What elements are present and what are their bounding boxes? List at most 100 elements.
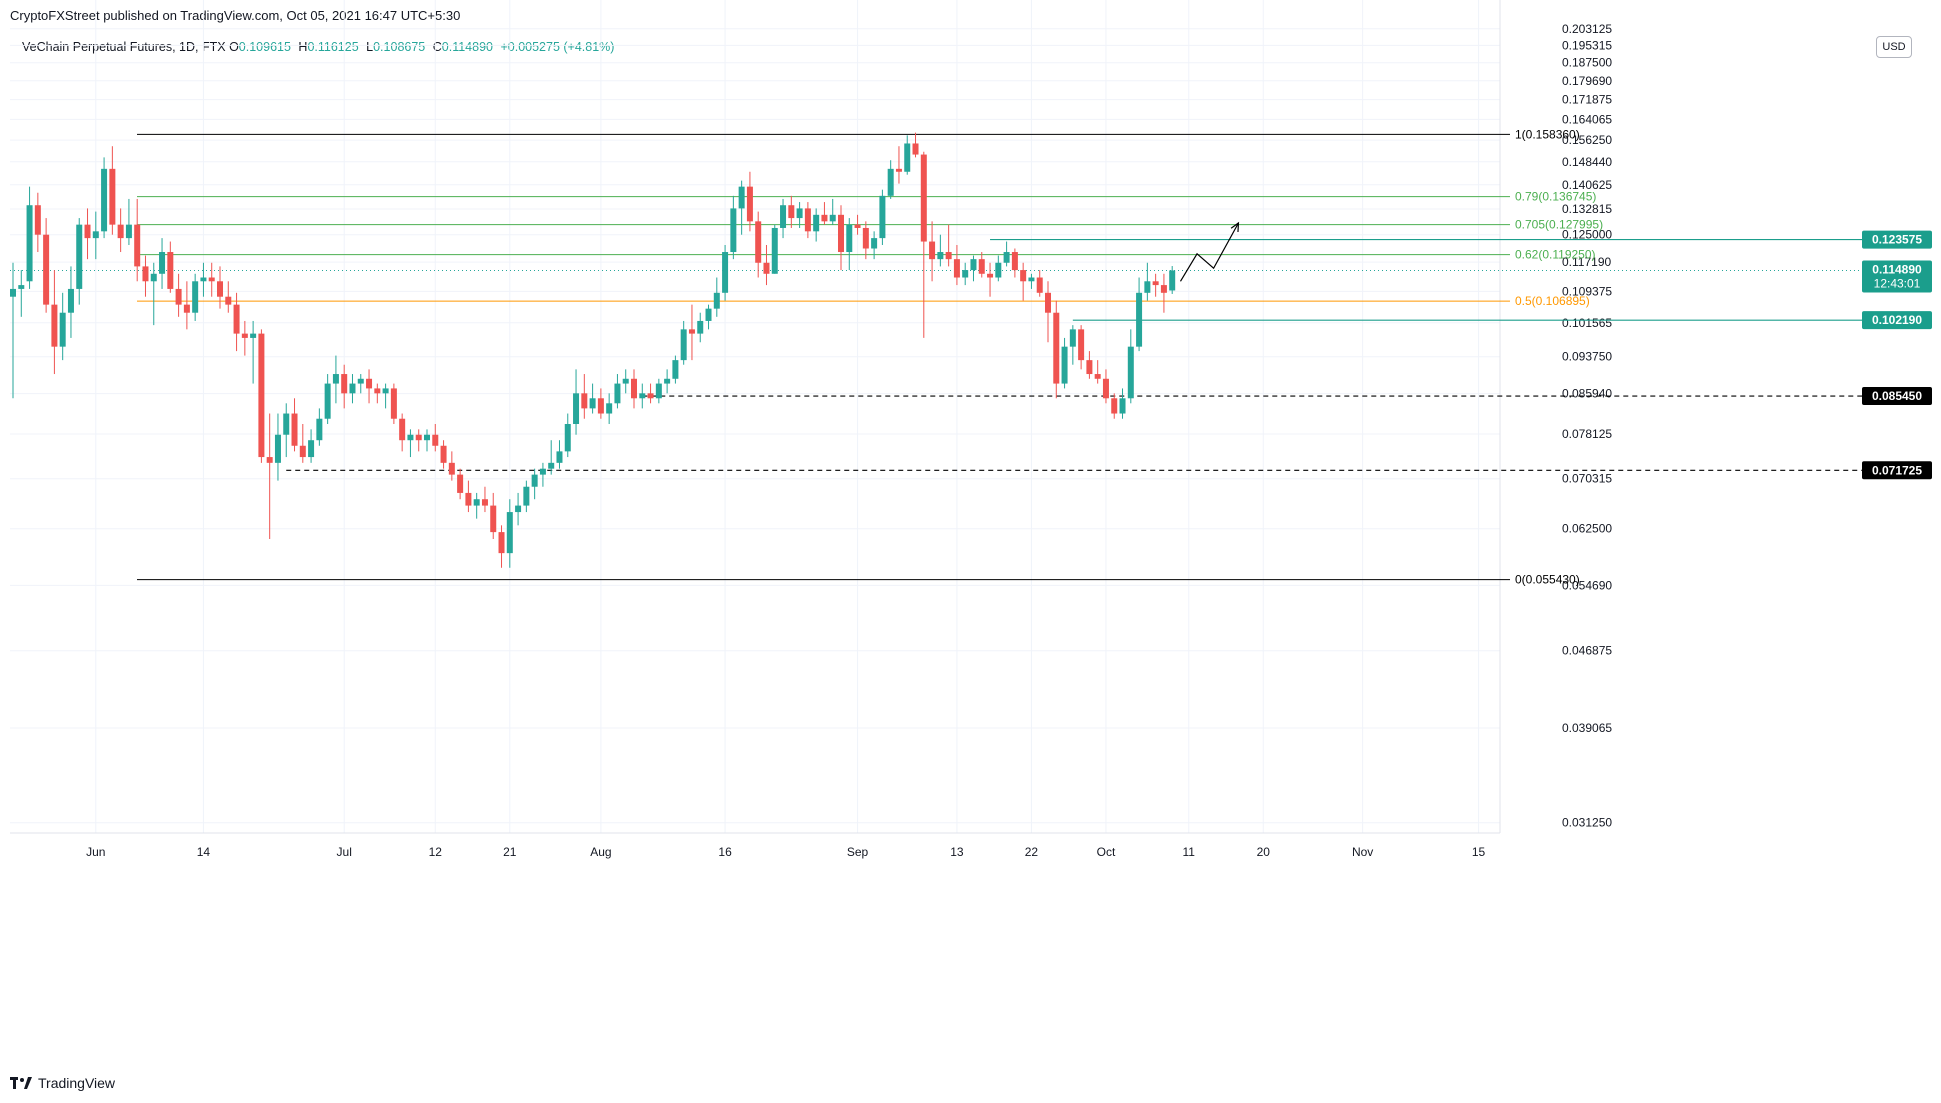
x-tick-label: 11 — [1183, 845, 1196, 859]
candle-body — [432, 434, 439, 446]
candle-body — [349, 383, 356, 394]
y-tick-label: 0.164065 — [1562, 112, 1612, 126]
y-tick-label: 0.195315 — [1562, 38, 1612, 52]
candle-body — [871, 238, 878, 249]
y-tick-label: 0.156250 — [1562, 133, 1612, 147]
candle-body — [1119, 398, 1126, 414]
x-tick-label: 22 — [1025, 845, 1039, 859]
candle-body — [589, 398, 596, 409]
price-label-box — [1862, 260, 1932, 293]
y-tick-label: 0.062500 — [1562, 522, 1612, 536]
candle-body — [688, 329, 695, 334]
fib-level-label: 0.62(0.119250) — [1515, 248, 1596, 262]
candle-body — [771, 227, 778, 274]
candle-body — [722, 252, 729, 293]
high-label: H — [298, 40, 308, 54]
candle-body — [1111, 398, 1118, 414]
candle-body — [241, 333, 248, 338]
candle-body — [1069, 329, 1076, 347]
candle-body — [846, 224, 853, 253]
candle-body — [26, 205, 33, 282]
candle-body — [498, 532, 505, 554]
candle-body — [117, 224, 124, 239]
currency-button[interactable]: USD — [1876, 36, 1912, 58]
x-tick-label: 15 — [1472, 845, 1486, 859]
candle-body — [51, 304, 58, 347]
candle-body — [788, 205, 795, 219]
candle-body — [134, 224, 141, 267]
candle-body — [324, 383, 331, 419]
fib-level-label: 1(0.158360) — [1515, 127, 1580, 141]
price-label-box — [1862, 230, 1932, 249]
candle-body — [515, 505, 522, 513]
candle-body — [283, 413, 290, 435]
axes: 0.203125 0.195315 0.187500 0.179690 0.171875… — [10, 0, 1612, 859]
fib-level-label: 0(0.055430) — [1515, 573, 1580, 587]
candle-body — [424, 434, 430, 441]
x-tick-label: 14 — [197, 845, 211, 859]
low-value: 0.108675 — [373, 40, 426, 54]
candle-body — [415, 434, 422, 441]
candle-body — [233, 304, 240, 334]
y-tick-label: 0.085940 — [1562, 387, 1612, 401]
price-label-text: 0.114890 — [1872, 262, 1922, 276]
candle-body — [978, 259, 985, 274]
candle-body — [1102, 378, 1109, 399]
candle-body — [200, 277, 207, 282]
y-tick-label: 0.187500 — [1562, 56, 1612, 70]
candle-body — [862, 227, 869, 249]
high-value: 0.116125 — [307, 40, 359, 54]
y-tick-label: 0.132815 — [1562, 202, 1612, 216]
candle-body — [548, 462, 555, 469]
tradingview-logo-icon — [10, 1077, 32, 1089]
candle-body — [1061, 346, 1068, 384]
price-label-box — [1862, 387, 1932, 406]
candle-body — [531, 474, 538, 487]
candle-body — [92, 231, 99, 239]
low-label: L — [366, 40, 374, 54]
candle-body — [34, 205, 41, 235]
change-value: +0.005275 (+4.81%) — [500, 40, 615, 54]
y-tick-label: 0.125000 — [1562, 228, 1612, 242]
candle-body — [366, 378, 373, 389]
candle-body — [465, 492, 472, 506]
countdown-text: 12:43:01 — [1874, 276, 1921, 290]
candle-body — [556, 451, 563, 463]
candle-body — [506, 512, 513, 554]
candle-body — [1094, 374, 1101, 379]
close-label: C — [432, 40, 442, 54]
candle-body — [316, 418, 323, 441]
candle-body — [904, 143, 911, 172]
y-tick-label: 0.078125 — [1562, 427, 1612, 441]
candle-body — [738, 186, 745, 209]
price-label-text: 0.123575 — [1872, 233, 1922, 247]
candle-body — [407, 434, 414, 441]
candle-body — [84, 224, 91, 239]
symbol-name[interactable]: VeChain Perpetual Futures, 1D, FTX — [22, 40, 226, 54]
projection-path — [1179, 222, 1239, 282]
candle-body — [746, 186, 753, 222]
candle-body — [125, 224, 132, 239]
candle-body — [76, 224, 83, 289]
candle-body — [664, 378, 671, 384]
candle-body — [879, 195, 886, 239]
candle-body — [606, 403, 613, 414]
candle-body — [208, 277, 215, 282]
x-tick-label: 12 — [429, 845, 443, 859]
candle-body — [175, 288, 182, 305]
candle-body — [705, 308, 712, 321]
candle-body — [357, 378, 364, 384]
candle-body — [1078, 329, 1085, 361]
candle-body — [920, 154, 927, 242]
open-value: 0.109615 — [238, 40, 291, 54]
footer-brand: TradingView — [10, 1075, 115, 1091]
open-label: O — [229, 40, 239, 54]
candle-body — [639, 393, 646, 399]
y-tick-label: 0.054690 — [1562, 578, 1612, 592]
candle-body — [1152, 281, 1159, 286]
candle-body — [399, 418, 406, 441]
candle-body — [473, 499, 480, 506]
candle-body — [614, 383, 621, 404]
